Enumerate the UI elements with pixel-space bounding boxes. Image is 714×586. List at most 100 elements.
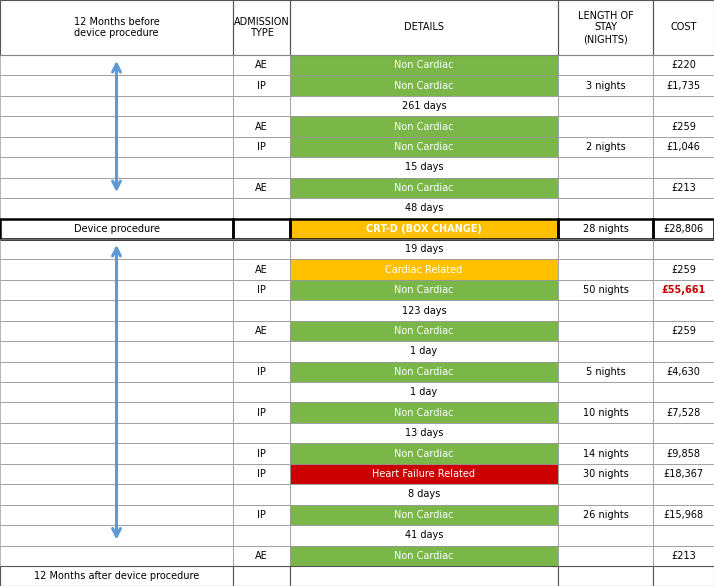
Text: DETAILS: DETAILS (404, 22, 444, 32)
Bar (0, 505, 233, 525)
Text: AE: AE (255, 121, 268, 131)
Bar (653, 444, 714, 464)
Text: Cardiac Related: Cardiac Related (386, 265, 463, 275)
Bar (290, 96, 558, 116)
Bar (0, 55, 233, 76)
Bar (558, 198, 653, 219)
Bar (233, 546, 290, 566)
Bar (0, 484, 233, 505)
Bar (233, 239, 290, 260)
Bar (233, 260, 290, 280)
Bar (233, 423, 290, 444)
Bar (233, 546, 290, 566)
Text: £7,528: £7,528 (666, 408, 700, 418)
Bar (653, 362, 714, 382)
Bar (653, 96, 714, 116)
Bar (558, 546, 653, 566)
Bar (233, 96, 290, 116)
Bar (558, 178, 653, 198)
Bar (653, 423, 714, 444)
Bar (653, 76, 714, 96)
Bar (233, 137, 290, 157)
Bar (290, 0, 558, 55)
Bar (290, 137, 558, 157)
Bar (233, 239, 290, 260)
Text: AE: AE (255, 326, 268, 336)
Bar (0, 362, 233, 382)
Bar (0, 76, 233, 96)
Bar (0, 464, 233, 484)
Bar (653, 300, 714, 321)
Bar (0, 546, 233, 566)
Bar (558, 341, 653, 362)
Text: 3 nights: 3 nights (585, 81, 625, 91)
Bar (653, 137, 714, 157)
Text: 10 nights: 10 nights (583, 408, 628, 418)
Bar (290, 566, 558, 586)
Bar (290, 444, 558, 464)
Bar (0, 116, 233, 137)
Bar (0, 219, 233, 239)
Bar (290, 321, 558, 341)
Text: £9,858: £9,858 (666, 448, 700, 459)
Bar (233, 444, 290, 464)
Bar (233, 403, 290, 423)
Bar (0, 403, 233, 423)
Bar (558, 362, 653, 382)
Bar (653, 0, 714, 55)
Bar (290, 300, 558, 321)
Bar (290, 219, 558, 239)
Bar (0, 300, 233, 321)
Bar (653, 505, 714, 525)
Text: £18,367: £18,367 (663, 469, 703, 479)
Bar (0, 260, 233, 280)
Bar (558, 382, 653, 403)
Bar (0, 423, 233, 444)
Text: £4,630: £4,630 (667, 367, 700, 377)
Bar (0, 137, 233, 157)
Text: 14 nights: 14 nights (583, 448, 628, 459)
Bar (233, 178, 290, 198)
Bar (233, 157, 290, 178)
Bar (233, 116, 290, 137)
Bar (290, 116, 558, 137)
Bar (653, 55, 714, 76)
Text: 26 nights: 26 nights (583, 510, 628, 520)
Bar (558, 260, 653, 280)
Bar (558, 444, 653, 464)
Text: Non Cardiac: Non Cardiac (394, 60, 454, 70)
Bar (290, 505, 558, 525)
Bar (290, 464, 558, 484)
Bar (233, 96, 290, 116)
Bar (558, 280, 653, 300)
Text: 123 days: 123 days (402, 305, 446, 315)
Bar (233, 525, 290, 546)
Bar (233, 76, 290, 96)
Text: £259: £259 (671, 326, 696, 336)
Bar (290, 423, 558, 444)
Bar (558, 178, 653, 198)
Bar (0, 321, 233, 341)
Bar (558, 566, 653, 586)
Bar (558, 219, 653, 239)
Bar (0, 546, 233, 566)
Bar (653, 300, 714, 321)
Bar (653, 137, 714, 157)
Text: AE: AE (255, 183, 268, 193)
Bar (233, 280, 290, 300)
Bar (653, 423, 714, 444)
Bar (653, 76, 714, 96)
Bar (0, 239, 233, 260)
Bar (290, 137, 558, 157)
Bar (290, 403, 558, 423)
Bar (0, 96, 233, 116)
Text: 1 day: 1 day (411, 346, 438, 356)
Text: Non Cardiac: Non Cardiac (394, 326, 454, 336)
Bar (653, 444, 714, 464)
Bar (233, 484, 290, 505)
Bar (233, 0, 290, 55)
Bar (233, 464, 290, 484)
Bar (653, 219, 714, 239)
Bar (0, 260, 233, 280)
Bar (558, 505, 653, 525)
